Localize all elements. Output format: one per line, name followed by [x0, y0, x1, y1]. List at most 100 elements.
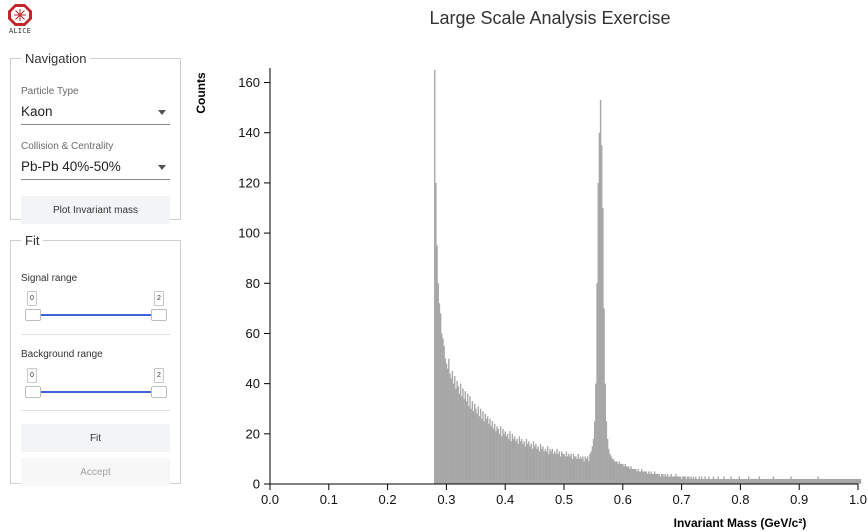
histogram-bar — [712, 476, 715, 484]
histogram-bar — [659, 476, 662, 484]
histogram-bar — [478, 416, 481, 484]
histogram-bar — [538, 451, 541, 484]
signal-range-track[interactable] — [26, 314, 162, 316]
signal-range-max-handle[interactable] — [151, 309, 167, 321]
histogram-bar — [530, 443, 532, 484]
histogram-bar — [777, 478, 779, 484]
histogram-bar — [590, 451, 592, 484]
histogram-bar — [505, 436, 508, 484]
histogram-bar — [451, 371, 454, 484]
x-tick-label: 0.4 — [496, 492, 514, 507]
histogram-bar — [644, 471, 646, 484]
particle-type-label: Particle Type — [21, 86, 79, 97]
histogram-bar — [629, 468, 631, 484]
histogram-bar — [799, 478, 802, 484]
histogram-bar — [812, 478, 815, 484]
histogram-bar — [671, 476, 673, 484]
histogram-bar — [833, 478, 836, 484]
histogram-bar — [768, 478, 770, 484]
histogram-bar — [738, 476, 741, 484]
background-range-max-value: 2 — [154, 368, 164, 383]
histogram-bar — [626, 466, 629, 484]
histogram-bar — [658, 473, 661, 484]
histogram-bar — [670, 473, 672, 484]
histogram-bar — [775, 478, 777, 484]
histogram-bar — [548, 453, 550, 484]
particle-type-value[interactable]: Kaon — [21, 104, 53, 119]
histogram-bar — [583, 461, 585, 484]
histogram-bar — [609, 453, 611, 484]
background-range-track[interactable] — [26, 391, 162, 393]
background-range-min-value: 0 — [27, 368, 37, 383]
histogram-bar — [750, 478, 752, 484]
histogram-bar — [486, 416, 489, 484]
chevron-down-icon[interactable] — [158, 165, 166, 170]
histogram-bar — [771, 478, 773, 484]
plot-invariant-mass-button[interactable]: Plot Invariant mass — [21, 196, 170, 224]
background-range-min-handle[interactable] — [25, 386, 41, 398]
signal-range-min-handle[interactable] — [25, 309, 41, 321]
histogram-bar — [725, 478, 728, 484]
histogram-bar — [753, 478, 756, 484]
histogram-bar — [724, 478, 726, 484]
histogram-bar — [668, 476, 670, 484]
fit-button[interactable]: Fit — [21, 424, 170, 452]
histogram-bar — [682, 476, 684, 484]
histogram-bar — [476, 413, 478, 484]
histogram-bar — [582, 456, 584, 484]
particle-type-underline — [21, 124, 170, 125]
chevron-down-icon[interactable] — [158, 110, 166, 115]
background-range-max-handle[interactable] — [151, 386, 167, 398]
histogram-bar — [653, 471, 656, 484]
histogram-bar — [722, 478, 724, 484]
histogram-bar — [466, 393, 469, 484]
alice-logo-text: ALICE — [8, 27, 32, 35]
histogram-bar — [789, 478, 791, 484]
histogram-bar — [435, 182, 437, 484]
histogram-bar — [543, 451, 545, 484]
histogram-bar — [499, 426, 502, 484]
histogram-bar — [816, 478, 818, 484]
histogram-bar — [757, 478, 759, 484]
histogram-bar — [544, 448, 546, 484]
histogram-bar — [524, 446, 526, 484]
histogram-bar — [497, 428, 499, 484]
histogram-bar — [561, 451, 563, 484]
histogram-bar — [589, 453, 591, 484]
histogram-bar — [555, 453, 557, 484]
histogram-bar — [702, 478, 704, 484]
histogram-bar — [823, 478, 825, 484]
histogram-bar — [642, 471, 644, 484]
collision-centrality-value[interactable]: Pb-Pb 40%-50% — [21, 159, 121, 174]
x-tick-label: 0.1 — [320, 492, 338, 507]
histogram-bar — [857, 478, 859, 484]
histogram-bar — [556, 448, 558, 484]
histogram-bar — [782, 478, 784, 484]
histogram-bar — [474, 403, 476, 484]
histogram-bar — [470, 408, 472, 484]
histogram-bar — [648, 471, 650, 484]
navigation-panel: Navigation Particle Type Kaon Collision … — [10, 51, 181, 224]
histogram-bar — [546, 446, 549, 484]
histogram-bar — [709, 478, 711, 484]
histogram-bar — [770, 478, 772, 484]
histogram-bar — [656, 473, 658, 484]
histogram-bar — [628, 466, 630, 484]
histogram-bar — [836, 478, 838, 484]
histogram-bar — [804, 478, 806, 484]
histogram-bar — [657, 473, 659, 484]
histogram-bar — [484, 413, 486, 484]
histogram-bar — [496, 426, 498, 484]
histogram-bar — [758, 476, 761, 484]
histogram-bar — [491, 421, 494, 484]
histogram-bar — [822, 478, 824, 484]
histogram-bar — [471, 401, 474, 484]
fit-panel: Fit Signal range 0 2 Background range 0 … — [10, 233, 181, 486]
accept-button[interactable]: Accept — [21, 458, 170, 486]
y-tick-label: 20 — [246, 426, 260, 441]
histogram-bar — [685, 478, 688, 484]
histogram-bar — [839, 478, 842, 484]
histogram-bar — [676, 476, 678, 484]
histogram-bar — [621, 463, 623, 484]
